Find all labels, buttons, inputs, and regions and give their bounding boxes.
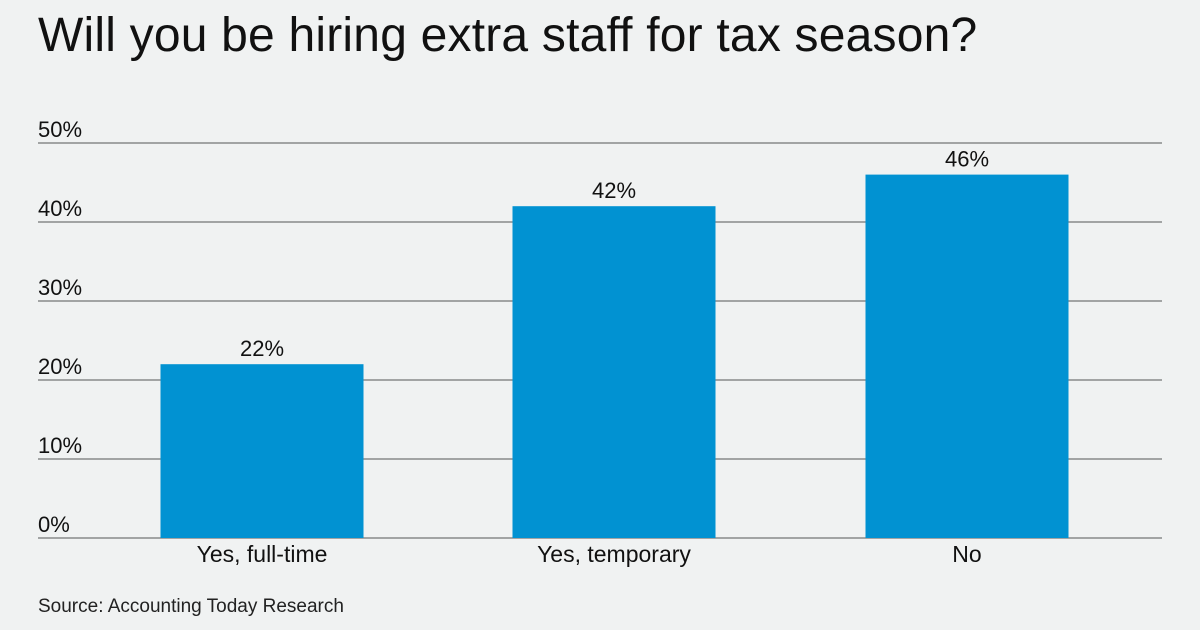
bar bbox=[160, 364, 364, 538]
bar-value-label: 46% bbox=[945, 147, 989, 172]
x-tick-label: Yes, temporary bbox=[537, 541, 691, 567]
x-tick-labels: Yes, full-time Yes, temporary No bbox=[197, 541, 982, 567]
value-labels: 22% 42% 46% bbox=[240, 147, 989, 362]
chart-title: Will you be hiring extra staff for tax s… bbox=[38, 9, 978, 62]
x-tick-label: No bbox=[952, 541, 981, 567]
y-tick-label: 20% bbox=[38, 354, 82, 379]
y-tick-label: 40% bbox=[38, 196, 82, 221]
y-tick-label: 10% bbox=[38, 433, 82, 458]
bar bbox=[512, 206, 716, 538]
source-note: Source: Accounting Today Research bbox=[38, 596, 344, 617]
y-tick-label: 50% bbox=[38, 117, 82, 142]
x-tick-label: Yes, full-time bbox=[197, 541, 328, 567]
bar-value-label: 22% bbox=[240, 336, 284, 361]
bar-value-label: 42% bbox=[592, 178, 636, 203]
y-tick-label: 30% bbox=[38, 275, 82, 300]
bar bbox=[865, 174, 1069, 538]
y-tick-label: 0% bbox=[38, 512, 70, 537]
y-tick-labels: 0% 10% 20% 30% 40% 50% bbox=[38, 117, 82, 537]
bars bbox=[160, 174, 1069, 538]
